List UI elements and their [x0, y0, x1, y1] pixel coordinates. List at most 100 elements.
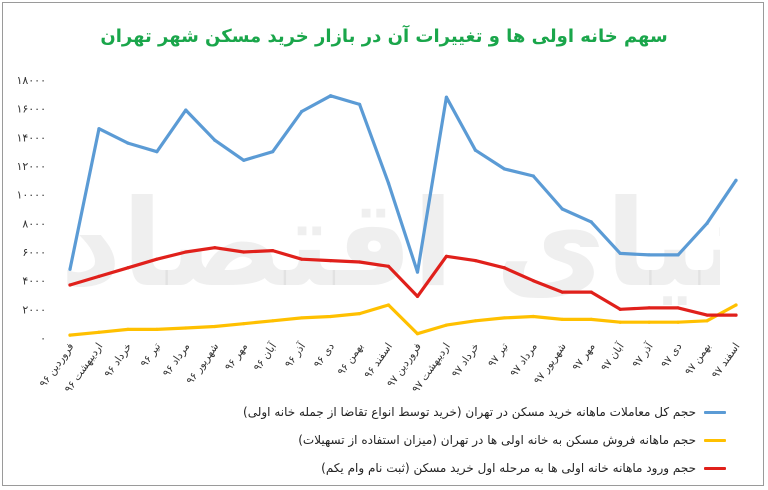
- x-tick-label: آذر ۹۶: [282, 339, 309, 370]
- data-point: [126, 266, 130, 270]
- data-point: [213, 324, 217, 329]
- data-point: [647, 306, 651, 310]
- data-point: [676, 306, 680, 310]
- data-point: [647, 320, 651, 324]
- data-point: [647, 253, 651, 257]
- data-point: [473, 148, 477, 152]
- y-tick-label: ۱۴۰۰۰: [16, 131, 46, 144]
- data-point: [271, 150, 275, 154]
- data-point: [676, 320, 680, 324]
- data-point: [68, 267, 72, 271]
- x-tick-label: دی ۹۶: [311, 341, 337, 371]
- x-tick-label: آبان ۹۶: [251, 339, 280, 373]
- chart-title: سهم خانه اولی ها و تغییرات آن در بازار خ…: [100, 26, 668, 47]
- data-point: [242, 250, 246, 254]
- data-point: [444, 323, 449, 327]
- data-point: [300, 316, 304, 320]
- x-tick-label: اسفند ۹۷: [709, 341, 742, 381]
- data-point: [444, 95, 449, 99]
- x-tick-label: بهمن ۹۶: [335, 341, 366, 378]
- data-point: [68, 283, 72, 287]
- y-tick-label: ۰: [40, 332, 46, 345]
- x-tick-label: مهر ۹۶: [223, 341, 251, 373]
- data-point: [213, 246, 217, 250]
- data-point: [97, 330, 101, 334]
- data-point: [560, 207, 564, 211]
- series-line-1: [68, 94, 738, 274]
- data-point: [705, 319, 709, 323]
- y-tick-label: ۱۸۰۰۰: [16, 74, 46, 87]
- data-point: [386, 181, 391, 185]
- x-tick-label: تیر ۹۶: [138, 341, 163, 370]
- data-point: [155, 257, 159, 261]
- data-point: [213, 138, 217, 142]
- data-point: [184, 326, 188, 330]
- data-point: [676, 253, 680, 257]
- legend-item: حجم کل معاملات ماهانه خرید مسکن در تهران…: [126, 405, 726, 425]
- data-point: [589, 317, 593, 321]
- data-point: [705, 221, 709, 225]
- x-tick-label: بهمن ۹۷: [683, 341, 714, 378]
- x-tick-label: خرداد ۹۷: [450, 341, 482, 380]
- data-point: [734, 303, 738, 307]
- data-point: [155, 327, 159, 331]
- data-point: [155, 150, 159, 154]
- data-point: [473, 319, 477, 323]
- data-point: [415, 332, 420, 336]
- legend-item: حجم ماهانه فروش مسکن به خانه اولی ها در …: [126, 433, 726, 453]
- legend-label: حجم کل معاملات ماهانه خرید مسکن در تهران…: [243, 405, 696, 419]
- data-point: [415, 270, 420, 274]
- data-point: [97, 127, 101, 131]
- data-point: [357, 312, 362, 316]
- data-point: [300, 257, 304, 261]
- data-point: [242, 322, 246, 326]
- legend-swatch: [704, 411, 726, 414]
- data-point: [357, 260, 362, 264]
- data-point: [184, 108, 188, 112]
- legend-swatch: [704, 467, 726, 470]
- series-line-2: [68, 303, 738, 337]
- y-tick-label: ۱۲۰۰۰: [16, 160, 46, 173]
- y-tick-label: ۴۰۰۰: [22, 275, 46, 288]
- data-point: [68, 333, 72, 337]
- data-point: [618, 320, 622, 324]
- data-point: [531, 279, 535, 283]
- data-point: [589, 220, 593, 224]
- data-point: [560, 290, 564, 294]
- data-point: [386, 264, 391, 268]
- data-point: [329, 94, 333, 98]
- data-point: [560, 317, 564, 321]
- x-tick-label: مهر ۹۷: [570, 341, 598, 373]
- y-tick-label: ۱۰۰۰۰: [16, 189, 46, 202]
- data-point: [589, 290, 593, 294]
- y-tick-label: ۲۰۰۰: [22, 303, 46, 316]
- data-point: [357, 102, 362, 106]
- data-point: [271, 248, 275, 253]
- y-tick-label: ۱۶۰۰۰: [16, 103, 46, 116]
- data-point: [271, 319, 275, 323]
- data-point: [415, 294, 420, 299]
- data-point: [126, 141, 130, 145]
- data-point: [329, 314, 333, 319]
- x-tick-label: خرداد ۹۶: [102, 341, 134, 380]
- y-tick-label: ۶۰۰۰: [22, 246, 46, 259]
- data-point: [97, 274, 101, 278]
- data-point: [531, 174, 535, 178]
- x-tick-label: دی ۹۷: [659, 341, 685, 371]
- data-point: [618, 307, 622, 311]
- legend-swatch: [704, 439, 726, 442]
- data-point: [531, 314, 535, 319]
- x-tick-label: آبان ۹۷: [598, 339, 627, 373]
- data-point: [184, 250, 188, 254]
- x-tick-label: آذر ۹۷: [629, 339, 656, 370]
- data-point: [386, 303, 391, 307]
- data-point: [502, 316, 506, 320]
- legend-item: حجم ورود ماهانه خانه اولی ها به مرحله او…: [126, 461, 726, 481]
- data-point: [300, 109, 304, 114]
- data-point: [126, 327, 130, 331]
- data-point: [329, 259, 333, 263]
- data-point: [705, 313, 709, 317]
- x-tick-label: تیر ۹۷: [486, 341, 511, 370]
